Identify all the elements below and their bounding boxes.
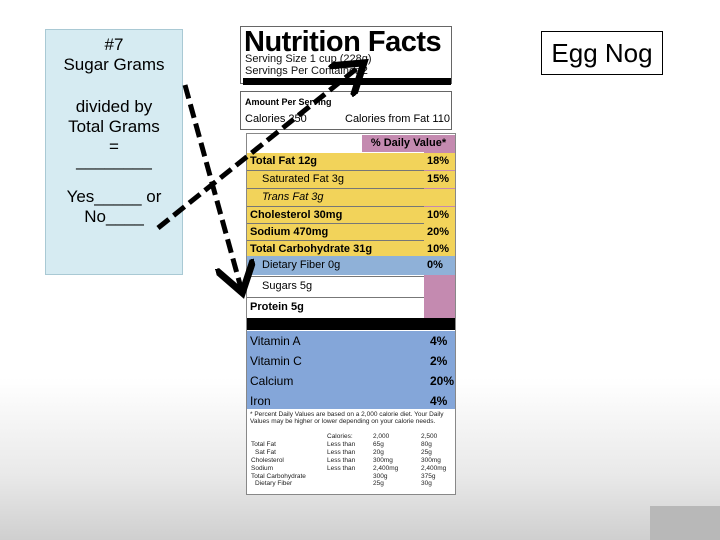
table-cell: 300mg <box>373 456 393 464</box>
amount-per-serving: Amount Per Serving <box>245 97 332 107</box>
table-cell: Less than <box>327 448 356 456</box>
row-divider <box>247 276 424 277</box>
nutrient-pct: 10% <box>427 209 450 221</box>
question-line-sugar-grams: Sugar Grams <box>63 55 165 74</box>
nutrient-label: Saturated Fat 3g <box>262 173 344 185</box>
question-number: #7 <box>104 35 124 54</box>
vitamin-row-vitamin-a: Vitamin A 4% <box>247 332 455 351</box>
table-cell: Dietary Fiber <box>255 480 293 488</box>
product-label-box: Egg Nog <box>541 31 663 75</box>
table-cell: Less than <box>327 456 356 464</box>
table-cell: Less than <box>327 440 356 448</box>
nutrient-pct: 18% <box>427 155 450 167</box>
table-cell: 375g <box>421 472 436 480</box>
table-row: Sodium Less than 2,400mg 2,400mg <box>249 465 448 473</box>
nutrient-pct: 20% <box>427 226 450 238</box>
table-cell: 80g <box>421 440 432 448</box>
table-cell: Calories: <box>327 433 353 440</box>
nutrient-label: Protein 5g <box>250 301 304 313</box>
row-divider <box>247 297 424 298</box>
row-divider <box>247 188 424 189</box>
table-cell: 300mg <box>421 456 441 464</box>
table-cell: Cholesterol <box>251 456 284 464</box>
divider-bar <box>247 318 455 330</box>
table-cell: 25g <box>373 480 384 488</box>
table-row: Sat Fat Less than 20g 25g <box>249 449 448 457</box>
row-divider <box>247 170 424 171</box>
table-cell: Total Carbohydrate <box>251 472 306 480</box>
answer-blank: ________ <box>76 151 152 170</box>
nutrient-pct: 0% <box>427 259 443 271</box>
table-row: Total Carbohydrate 300g 375g <box>249 473 448 481</box>
corner-decoration <box>650 506 720 540</box>
nutrient-label: Total Fat 12g <box>250 155 318 167</box>
footnote: * Percent Daily Values are based on a 2,… <box>250 411 444 425</box>
nutrient-pct: 15% <box>427 173 450 185</box>
row-divider <box>247 240 424 241</box>
table-row: Total Fat Less than 65g 80g <box>249 441 448 449</box>
table-cell: 30g <box>421 480 432 488</box>
table-cell: Sodium <box>251 464 274 472</box>
nutrient-row-cholesterol: Cholesterol 30mg 10% <box>247 207 455 224</box>
nutrient-label: Sugars 5g <box>262 280 313 292</box>
nutrient-label: Total Carbohydrate 31g <box>250 243 373 255</box>
no-blank: No____ <box>84 207 144 226</box>
table-row: Cholesterol Less than 300mg 300mg <box>249 457 448 465</box>
table-cell: Total Fat <box>251 440 276 448</box>
vitamin-label: Vitamin A <box>250 334 301 348</box>
vitamin-row-iron: Iron 4% <box>247 392 455 411</box>
table-row: Dietary Fiber 25g 30g <box>249 480 448 488</box>
table-cell: 2,000 <box>373 433 390 440</box>
nutrient-label: Trans Fat 3g <box>262 191 324 203</box>
question-line-total-grams: Total Grams <box>68 117 160 136</box>
table-cell: 25g <box>421 448 432 456</box>
vitamin-pct: 20% <box>430 374 455 388</box>
table-cell: 2,400mg <box>421 464 447 472</box>
vitamin-pct: 4% <box>430 334 448 348</box>
vitamin-label: Iron <box>250 394 271 408</box>
row-divider <box>247 206 424 207</box>
calories-from-fat: Calories from Fat 110 <box>345 113 450 125</box>
vitamin-pct: 2% <box>430 354 448 368</box>
nutrient-label: Dietary Fiber 0g <box>262 259 341 271</box>
table-cell: 65g <box>373 440 384 448</box>
vitamin-label: Vitamin C <box>250 354 302 368</box>
question-line-equals: = <box>109 137 119 156</box>
question-line-divided-by: divided by <box>75 97 153 116</box>
nutrient-row-saturated-fat: Saturated Fat 3g 15% <box>247 171 455 188</box>
nutrient-row-protein: Protein 5g <box>247 298 424 317</box>
vitamin-row-calcium: Calcium 20% <box>247 372 455 391</box>
nutrient-label: Sodium 470mg <box>250 226 329 238</box>
nutrient-row-total-carbohydrate: Total Carbohydrate 31g 10% <box>247 241 455 256</box>
daily-value-header: % Daily Value* <box>362 135 455 152</box>
nutrient-label: Cholesterol 30mg <box>250 209 343 221</box>
table-cell: Sat Fat <box>255 448 276 456</box>
arrow-to-sugars <box>182 84 241 288</box>
vitamin-row-vitamin-c: Vitamin C 2% <box>247 352 455 371</box>
table-cell: Less than <box>327 464 356 472</box>
nutrient-row-total-fat: Total Fat 12g 18% <box>247 153 455 170</box>
table-cell: 2,400mg <box>373 464 399 472</box>
table-row: Calories: 2,000 2,500 <box>249 433 448 441</box>
vitamin-label: Calcium <box>250 374 294 388</box>
question-box: #7 Sugar Grams divided by Total Grams = … <box>45 29 183 275</box>
nutrition-facts-title: Nutrition Facts <box>244 26 442 58</box>
table-cell: 20g <box>373 448 384 456</box>
daily-values-table: Calories: 2,000 2,500 Total Fat Less than 65… <box>249 433 448 488</box>
nutrient-row-dietary-fiber: Dietary Fiber 0g 0% <box>247 256 455 275</box>
vitamin-pct: 4% <box>430 394 448 408</box>
table-cell: 300g <box>373 472 388 480</box>
nutrient-row-sugars: Sugars 5g <box>247 277 424 296</box>
nutrient-row-trans-fat: Trans Fat 3g <box>247 189 455 206</box>
row-divider <box>247 223 424 224</box>
vitamin-panel <box>247 331 455 409</box>
arrow-to-serving-size <box>156 66 360 230</box>
nutrient-row-sodium: Sodium 470mg 20% <box>247 224 455 241</box>
nutrient-pct: 10% <box>427 243 450 255</box>
table-cell: 2,500 <box>421 433 438 440</box>
yes-blank: Yes_____ or <box>66 187 162 206</box>
